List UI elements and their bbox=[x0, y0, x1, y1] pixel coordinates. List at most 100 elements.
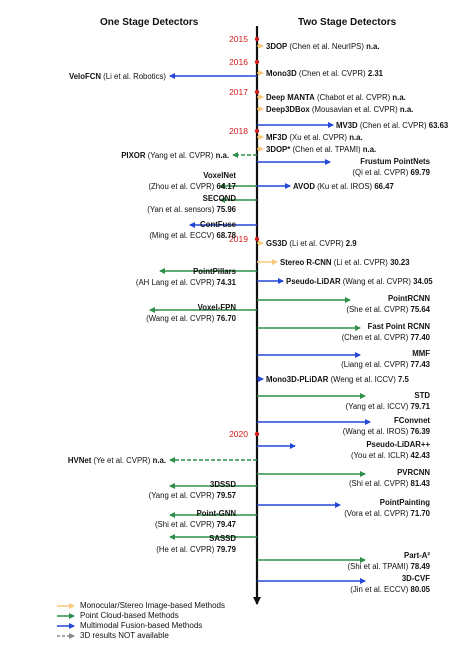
method-name: Mono3D bbox=[266, 69, 297, 78]
method-label-line: PointPillars bbox=[136, 266, 236, 277]
year-label-2020: 2020 bbox=[229, 429, 248, 439]
year-marker-2016 bbox=[254, 59, 260, 65]
method-label-line: ContFuse bbox=[149, 219, 236, 230]
method-name: Pseudo-LiDAR++ bbox=[366, 440, 430, 449]
method-label-line: (Shi et al. TPAMI) 78.49 bbox=[0, 561, 430, 572]
year-marker-2019 bbox=[254, 236, 260, 242]
method-citation: (He et al. CVPR) bbox=[156, 545, 217, 554]
method-name: 3DOP* bbox=[266, 145, 291, 154]
method-score: 68.78 bbox=[216, 231, 236, 240]
method-name: HVNet bbox=[67, 456, 92, 465]
method-score: 66.47 bbox=[374, 182, 394, 191]
method-citation: (Chen et al. TPAMI) bbox=[290, 145, 363, 154]
one-stage-title: One Stage Detectors bbox=[100, 17, 199, 28]
method-score: n.a. bbox=[366, 42, 380, 51]
method-label: 3DOP* (Chen et al. TPAMI) n.a. bbox=[266, 144, 376, 155]
method-label: Part-A² (Shi et al. TPAMI) 78.49 bbox=[0, 550, 430, 572]
method-name: Point-GNN bbox=[196, 509, 236, 518]
method-label: HVNet (Ye et al. CVPR) n.a. bbox=[68, 455, 166, 466]
method-name: STD bbox=[414, 391, 430, 400]
method-label-line: (Wang et al. CVPR) 76.70 bbox=[146, 313, 236, 324]
method-label-line: Stereo R-CNN (Li et al. CVPR) 30.23 bbox=[280, 257, 410, 268]
method-label-line: Pseudo-LiDAR (Wang et al. CVPR) 34.05 bbox=[286, 276, 433, 287]
method-label-line: (Shi et al. CVPR) 79.47 bbox=[155, 519, 236, 530]
method-citation: (Yang et al. CVPR) bbox=[148, 491, 217, 500]
method-score: 71.70 bbox=[410, 509, 430, 518]
method-citation: (Yang et al. CVPR) bbox=[145, 151, 216, 160]
method-label-line: (Shi et al. CVPR) 81.43 bbox=[0, 478, 430, 489]
method-name: Mono3D-PLiDAR bbox=[266, 375, 329, 384]
method-name: SECOND bbox=[202, 194, 236, 203]
year-label-2017: 2017 bbox=[229, 87, 248, 97]
method-label-line: 3D-CVF bbox=[0, 573, 430, 584]
method-label: STD (Yang et al. ICCV) 79.71 bbox=[0, 390, 430, 412]
legend-label-monocular: Monocular/Stereo Image-based Methods bbox=[80, 601, 225, 610]
method-name: 3DOP bbox=[266, 42, 288, 51]
method-label: VoxelNet (Zhou et al. CVPR) 64.17 bbox=[148, 170, 236, 192]
year-label-2019: 2019 bbox=[229, 234, 248, 244]
method-label: 3DSSD (Yang et al. CVPR) 79.57 bbox=[149, 479, 236, 501]
year-marker-2015 bbox=[254, 36, 260, 42]
method-label-line: (Jin et al. ECCV) 80.05 bbox=[0, 584, 430, 595]
method-citation: (Mousavian et al. CVPR) bbox=[309, 105, 400, 114]
method-score: 75.96 bbox=[216, 205, 236, 214]
method-name: SASSD bbox=[209, 534, 236, 543]
method-label: PVRCNN (Shi et al. CVPR) 81.43 bbox=[0, 467, 430, 489]
year-marker-2020 bbox=[254, 431, 260, 437]
method-name: ContFuse bbox=[200, 220, 236, 229]
method-citation: (Ming et al. ECCV) bbox=[149, 231, 217, 240]
method-label: Pseudo-LiDAR++ (You et al. ICLR) 42.43 bbox=[0, 439, 430, 461]
method-label-line: MV3D (Chen et al. CVPR) 63.63 bbox=[336, 120, 448, 131]
method-label-line: PVRCNN bbox=[0, 467, 430, 478]
method-citation: (Yan et al. sensors) bbox=[147, 205, 217, 214]
method-label-line: Deep MANTA (Chabot et al. CVPR) n.a. bbox=[266, 92, 406, 103]
method-label-line: MMF bbox=[0, 348, 430, 359]
method-label-line: (AH Lang et al. CVPR) 74.31 bbox=[136, 277, 236, 288]
method-name: Part-A² bbox=[404, 551, 430, 560]
method-name: PointRCNN bbox=[387, 294, 430, 303]
method-name: AVOD bbox=[293, 182, 315, 191]
method-citation: (Jin et al. ECCV) bbox=[350, 585, 411, 594]
method-label: MV3D (Chen et al. CVPR) 63.63 bbox=[336, 120, 448, 131]
method-label-line: (You et al. ICLR) 42.43 bbox=[0, 450, 430, 461]
method-score: 2.9 bbox=[345, 239, 357, 248]
method-label-line: SASSD bbox=[156, 533, 236, 544]
method-citation: (Shi et al. CVPR) bbox=[154, 520, 217, 529]
method-label: PointPillars (AH Lang et al. CVPR) 74.31 bbox=[136, 266, 236, 288]
method-score: 69.79 bbox=[410, 168, 430, 177]
method-name: VoxelNet bbox=[203, 171, 236, 180]
method-label-line: MF3D (Xu et al. CVPR) n.a. bbox=[266, 132, 363, 143]
method-citation: (Shi et al. TPAMI) bbox=[347, 562, 411, 571]
method-citation: (Wang et al. IROS) bbox=[342, 427, 411, 436]
method-name: GS3D bbox=[266, 239, 288, 248]
two-stage-title: Two Stage Detectors bbox=[298, 17, 397, 28]
method-score: 81.43 bbox=[410, 479, 430, 488]
method-name: Fast Point RCNN bbox=[367, 322, 430, 331]
method-label-line: (Vora et al. CVPR) 71.70 bbox=[0, 508, 430, 519]
method-label: AVOD (Ku et al. IROS) 66.47 bbox=[293, 181, 394, 192]
method-label-line: GS3D (Li et al. CVPR) 2.9 bbox=[266, 238, 357, 249]
method-score: 63.63 bbox=[428, 121, 449, 130]
method-name: PointPainting bbox=[379, 498, 430, 507]
method-label-line: Part-A² bbox=[0, 550, 430, 561]
method-name: 3DSSD bbox=[210, 480, 236, 489]
legend-label-fusion: Multimodal Fusion-based Methods bbox=[80, 621, 203, 630]
method-label-line: Point-GNN bbox=[155, 508, 236, 519]
year-label-2018: 2018 bbox=[229, 126, 248, 136]
year-label-2016: 2016 bbox=[229, 57, 248, 67]
method-label: Mono3D (Chen et al. CVPR) 2.31 bbox=[266, 68, 383, 79]
method-name: MF3D bbox=[266, 133, 288, 142]
method-score: 7.5 bbox=[398, 375, 409, 384]
method-label-line: SECOND bbox=[147, 193, 236, 204]
method-label-line: (Yang et al. CVPR) 79.57 bbox=[149, 490, 236, 501]
method-label: FConvnet (Wang et al. IROS) 76.39 bbox=[0, 415, 430, 437]
method-label: 3DOP (Chen et al. NeurIPS) n.a. bbox=[266, 41, 380, 52]
method-label: Deep MANTA (Chabot et al. CVPR) n.a. bbox=[266, 92, 406, 103]
method-score: 77.43 bbox=[410, 360, 430, 369]
method-label-line: (Liang et al. CVPR) 77.43 bbox=[0, 359, 430, 370]
method-label: ContFuse (Ming et al. ECCV) 68.78 bbox=[149, 219, 236, 241]
legend-label-na: 3D results NOT available bbox=[80, 631, 169, 640]
method-label-line: STD bbox=[0, 390, 430, 401]
method-citation: (Ku et al. IROS) bbox=[314, 182, 375, 191]
